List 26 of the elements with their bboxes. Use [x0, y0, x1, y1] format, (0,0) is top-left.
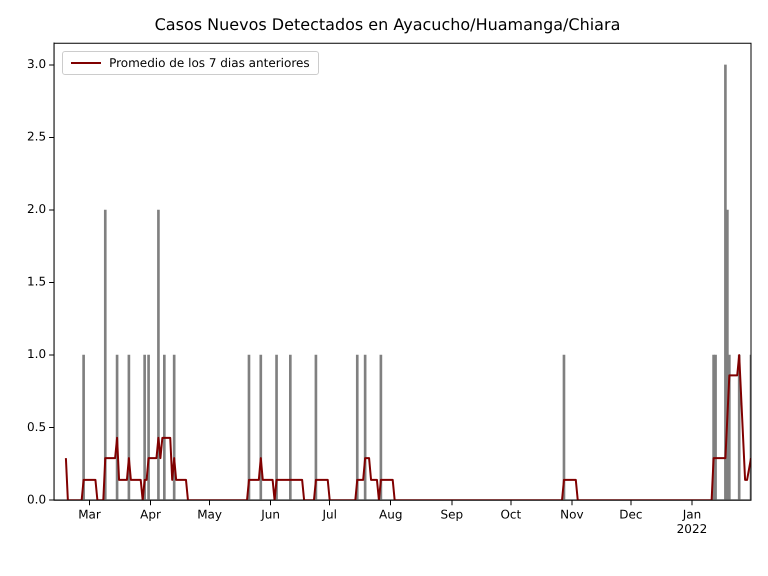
y-tick-label: 2.5: [26, 130, 46, 144]
x-tick-label: Nov: [560, 508, 584, 522]
legend-label: Promedio de los 7 dias anteriores: [109, 56, 310, 70]
x-tick-label: Jan 2022: [676, 508, 708, 536]
x-tick-label: Jun: [260, 508, 280, 522]
y-tick-label: 0.0: [26, 492, 46, 506]
bar: [248, 354, 250, 500]
y-tick-label: 1.0: [26, 347, 46, 362]
x-tick-label: Mar: [78, 508, 101, 522]
bar: [562, 354, 566, 500]
y-tick-label: 3.0: [26, 57, 46, 72]
x-tick-label: Jul: [321, 508, 337, 522]
x-tick-label: Sep: [440, 508, 464, 522]
x-tick-label: May: [197, 508, 222, 522]
y-tick-label: 2.0: [26, 202, 46, 216]
chart-title: Casos Nuevos Detectados en Ayacucho/Huamanga/Chiara: [154, 14, 620, 34]
x-tick-label: Dec: [619, 508, 643, 522]
y-tick-label: 0.5: [26, 420, 46, 434]
bar: [288, 354, 292, 500]
bar: [275, 354, 278, 500]
bar: [157, 210, 160, 500]
y-tick-label: 1.5: [26, 274, 46, 289]
bar: [163, 354, 166, 500]
x-tick-label: Oct: [500, 508, 522, 522]
x-tick-label: Aug: [379, 508, 402, 522]
x-tick-label: Apr: [140, 508, 161, 522]
